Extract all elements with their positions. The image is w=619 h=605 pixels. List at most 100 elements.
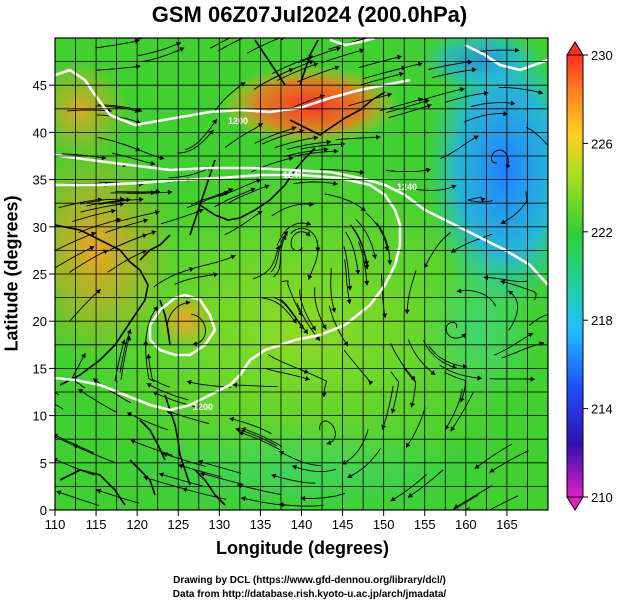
streamline-arrow	[318, 23, 323, 28]
streamline-arrow	[528, 332, 533, 338]
streamline	[141, 47, 185, 63]
streamline-arrow	[364, 260, 370, 266]
streamline	[235, 428, 278, 447]
streamline	[439, 364, 482, 379]
streamline-arrow	[474, 464, 480, 469]
contour-label: 1240	[397, 182, 417, 192]
streamline-arrow	[376, 134, 381, 140]
streamline	[71, 352, 86, 389]
streamline	[266, 368, 310, 381]
credit-drawing: Drawing by DCL (https://www.gfd-dennou.o…	[173, 575, 446, 586]
streamline	[365, 212, 389, 251]
streamline	[271, 55, 314, 75]
streamline-arrow	[462, 363, 468, 369]
streamline-arrow	[279, 451, 285, 456]
streamline	[276, 62, 319, 81]
x-tick-label: 125	[167, 517, 189, 532]
streamline	[428, 345, 468, 368]
streamline	[136, 38, 141, 39]
streamline	[80, 198, 125, 205]
streamline-arrow	[472, 67, 477, 73]
streamline	[405, 407, 426, 448]
streamline	[145, 340, 155, 383]
streamline	[319, 169, 365, 174]
streamline-arrow	[229, 416, 235, 422]
chart-title: GSM 06Z07Jul2024 (200.0hPa)	[151, 2, 468, 27]
streamline	[97, 136, 141, 151]
streamline	[341, 429, 369, 465]
streamline-arrow	[241, 496, 246, 502]
streamline-arrow	[355, 269, 361, 275]
streamline-arrow	[326, 440, 332, 446]
streamline-arrow	[81, 353, 86, 359]
streamline	[474, 443, 513, 470]
streamline	[72, 209, 116, 223]
streamline-arrow	[213, 272, 219, 278]
streamline	[444, 92, 489, 103]
streamline	[491, 149, 509, 169]
streamline	[96, 489, 140, 504]
x-tick-label: 120	[126, 517, 148, 532]
streamline-arrow	[245, 28, 250, 33]
x-tick-label: 150	[373, 517, 395, 532]
streamline	[55, 403, 64, 410]
streamline-arrow	[78, 389, 84, 394]
streamline	[386, 168, 431, 173]
streamline-arrow	[143, 340, 149, 345]
streamline	[328, 305, 349, 347]
streamline	[357, 241, 368, 286]
x-axis-label: Longitude (degrees)	[215, 538, 389, 558]
streamline-arrow	[189, 267, 194, 272]
colorbar-tick-label: 226	[591, 136, 613, 151]
streamline-arrow	[430, 370, 436, 375]
streamline	[314, 286, 327, 330]
y-tick-label: 20	[33, 314, 47, 329]
streamline-arrow	[336, 46, 341, 52]
streamline-arrow	[232, 382, 238, 388]
streamline	[185, 118, 218, 151]
y-tick-label: 5	[40, 456, 47, 471]
streamline	[467, 196, 493, 203]
streamline-arrow	[150, 160, 156, 166]
streamline	[78, 388, 117, 413]
x-tick-label: 130	[208, 517, 230, 532]
streamline	[146, 383, 189, 401]
streamline-arrow	[340, 141, 346, 147]
streamline-arrow	[303, 328, 308, 334]
streamline-arrow	[459, 87, 465, 93]
streamline	[153, 267, 195, 288]
streamline	[343, 246, 351, 291]
streamline-arrow	[126, 197, 131, 203]
streamline-arrow	[483, 275, 488, 281]
streamline	[376, 222, 391, 265]
x-tick-label: 115	[86, 517, 107, 532]
streamline	[274, 136, 319, 149]
y-tick-label: 25	[33, 267, 47, 282]
streamline	[238, 431, 281, 451]
streamline-arrow	[212, 119, 217, 125]
streamline-arrow	[315, 247, 321, 252]
streamline-arrow	[139, 197, 144, 203]
streamline	[278, 450, 322, 467]
streamline	[55, 434, 94, 454]
streamline	[498, 87, 544, 94]
colorbar-tick-label: 222	[591, 225, 613, 240]
streamline-arrow	[530, 376, 535, 382]
streamline	[386, 99, 430, 114]
streamline-arrow	[459, 397, 465, 403]
streamline	[450, 233, 492, 254]
streamline-arrow	[250, 187, 256, 193]
streamline-arrow	[456, 288, 462, 294]
streamline	[217, 38, 244, 52]
streamline-arrow	[135, 146, 141, 152]
streamline-arrow	[406, 442, 411, 448]
streamline-arrow	[368, 380, 374, 386]
x-tick-label: 110	[45, 517, 66, 532]
streamline-arrow	[56, 490, 62, 496]
streamline	[300, 492, 346, 499]
streamline-arrow	[291, 126, 297, 131]
streamline-arrow	[253, 30, 258, 35]
contour-label: 1240	[283, 170, 303, 180]
streamline	[80, 203, 125, 213]
x-tick-label: 160	[455, 517, 477, 532]
